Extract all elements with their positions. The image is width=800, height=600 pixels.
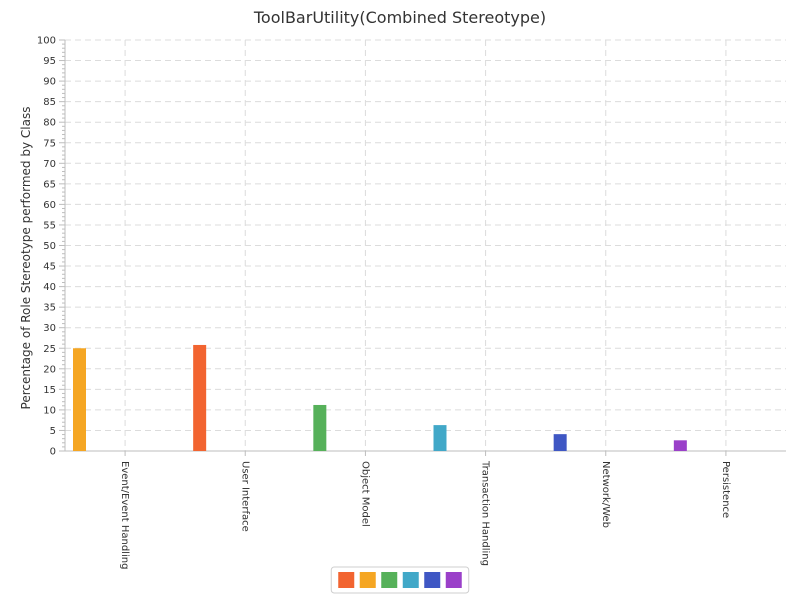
legend-swatch-2 [381, 572, 398, 588]
legend-swatch-3 [402, 572, 419, 588]
legend-swatch-1 [359, 572, 376, 588]
y-axis-label: Percentage of Role Stereotype performed … [19, 107, 33, 410]
y-tick-label: 70 [43, 159, 56, 170]
legend-swatch-4 [424, 572, 441, 588]
y-tick-label: 85 [43, 97, 56, 108]
y-tick-label: 95 [43, 56, 56, 67]
y-tick-label: 75 [43, 138, 56, 149]
y-tick-label: 65 [43, 179, 56, 190]
axes [59, 39, 786, 456]
bar-4 [553, 434, 567, 451]
y-tick-label: 100 [37, 36, 56, 47]
grid-lines [65, 39, 786, 451]
y-tick-label: 5 [50, 426, 56, 437]
y-tick-label: 55 [43, 220, 56, 231]
y-tick-label: 35 [43, 303, 56, 314]
category-label: Object Model [359, 461, 370, 527]
bar-0 [73, 348, 86, 451]
bar-5 [673, 440, 687, 451]
category-label: User Interface [239, 461, 250, 532]
bar-2 [313, 404, 327, 451]
category-label: Network/Web [600, 461, 611, 528]
category-label: Event/Event Handling [119, 461, 130, 569]
legend [330, 566, 470, 594]
y-tick-label: 80 [43, 118, 56, 129]
bar-3 [433, 425, 447, 451]
y-tick-label: 60 [43, 200, 56, 211]
y-tick-label: 90 [43, 77, 56, 88]
bars [73, 344, 687, 451]
y-tick-label: 20 [43, 364, 56, 375]
y-tick-label: 45 [43, 262, 56, 273]
y-tick-label: 15 [43, 385, 56, 396]
legend-swatch-5 [445, 572, 462, 588]
y-tick-label: 40 [43, 282, 56, 293]
legend-swatch-0 [338, 572, 355, 588]
category-label: Persistence [720, 461, 731, 518]
y-tick-label: 30 [43, 323, 56, 334]
category-labels: Event/Event Handling User Interface Object… [119, 460, 731, 569]
category-label: Transaction Handling [480, 460, 491, 566]
y-tick-label: 25 [43, 344, 56, 355]
y-tick-label: 50 [43, 241, 56, 252]
bar-1 [193, 344, 207, 451]
y-tick-label: 0 [50, 447, 56, 458]
chart-title: ToolBarUtility(Combined Stereotype) [253, 8, 546, 27]
y-tick-label: 10 [43, 405, 56, 416]
y-tick-labels: 0 5 10 15 20 25 30 35 40 45 50 55 60 65 70 75 80 85 90 95 10… [37, 36, 56, 458]
